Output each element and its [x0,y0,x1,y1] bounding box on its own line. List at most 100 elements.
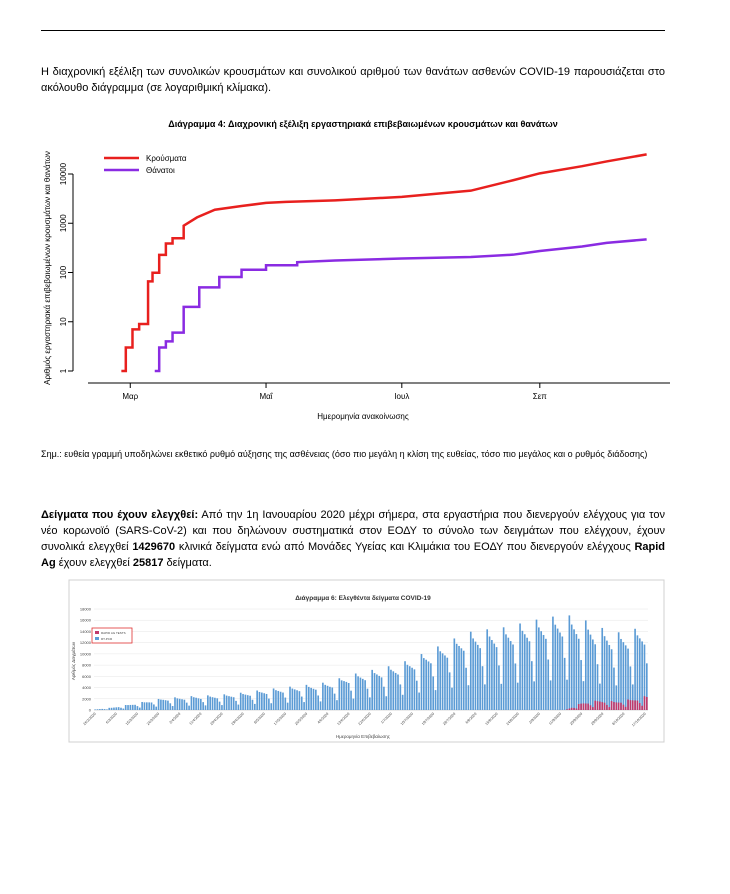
bar-pcr [216,698,219,710]
bar-pcr [472,638,474,710]
bar-pcr [587,629,589,710]
bar-pcr [197,698,200,710]
bar-pcr [331,687,334,710]
bar-pcr [629,666,632,710]
bar-rapid [615,702,618,710]
chart6-frame [68,579,665,743]
bar-pcr [211,697,214,710]
bar-pcr [324,684,327,710]
bar-pcr [303,702,305,710]
bar-pcr [322,682,324,710]
bar-pcr [498,665,500,710]
samples-text-1: Από την 1η Ιανουαρίου 2020 μέχρι σήμερα,… [41,509,665,553]
bar-pcr [474,641,477,710]
bar-pcr [291,688,294,710]
rapid-label: Rapid Ag [41,541,665,569]
bar-pcr [580,660,582,710]
bar-pcr [315,689,317,710]
legend-rapid-label: RAPID AG TESTS [101,631,126,635]
samples-paragraph: Δείγματα που έχουν ελεγχθεί: Από την 1η … [41,507,665,571]
bar-pcr [406,664,409,710]
y-tick-label: 14000 [80,629,92,634]
bar-rapid [606,704,608,710]
bar-rapid [624,706,627,710]
bar-pcr [263,693,266,710]
bar-pcr [641,641,643,710]
bar-pcr [603,636,606,710]
bar-pcr [376,674,378,710]
bar-pcr [420,654,423,710]
bar-pcr [453,638,456,710]
bar-pcr [634,628,636,710]
bar-pcr [261,692,263,710]
bar-pcr [549,680,552,710]
bar-pcr [183,699,186,710]
bar-pcr [345,681,348,710]
bar-pcr [608,644,611,710]
bar-pcr [599,683,601,710]
x-tick-label: 24/3/2020 [146,712,160,726]
bar-pcr [242,694,244,710]
bar-pcr [99,709,101,710]
bar-pcr [94,709,96,710]
bar-pcr [329,686,331,710]
bar-pcr [347,683,350,710]
bar-pcr [305,684,308,710]
bar-pcr [340,680,343,710]
bar-pcr [582,681,585,710]
x-tick-label: Σεπ [533,392,548,401]
bar-pcr [390,669,392,710]
bar-pcr [117,707,120,710]
bar-pcr [606,640,608,710]
bar-pcr [235,700,237,710]
bar-pcr [451,687,453,710]
bar-pcr [589,634,592,710]
bar-pcr [516,682,519,710]
bar-rapid [610,701,613,710]
bar-pcr [486,629,489,710]
bar-pcr [554,624,557,710]
bar-rapid [629,700,632,710]
bar-pcr [124,705,127,710]
bar-rapid [631,700,634,710]
legend-rapid-swatch [95,631,99,634]
bar-pcr [106,709,108,710]
bar-pcr [415,680,418,710]
bar-pcr [270,703,273,710]
bar-pcr [129,704,132,710]
bar-pcr [439,651,442,710]
chart4-title: Διάγραμμα 4: Διαχρονική εξέλιξη εργαστηρ… [168,119,558,129]
bar-pcr [434,690,437,710]
bar-pcr [432,676,435,710]
bar-rapid [641,705,643,710]
bar-pcr [138,707,141,710]
bar-pcr [460,648,463,710]
pcr-total: 1429670 [132,541,176,553]
bar-pcr [289,686,291,710]
bar-pcr [385,696,388,710]
bar-pcr [298,691,301,710]
bar-pcr [448,672,451,710]
bar-rapid [596,701,599,710]
bar-rapid [580,703,582,710]
x-tick-label: 8/5/2020 [253,712,266,725]
bar-pcr [277,690,280,710]
x-tick-label: 2/9/2020 [528,712,541,725]
chart4-ylabel: Αριθμός εργαστηριακά επιβεβαιωμένων κρου… [43,151,52,385]
bar-pcr [446,657,449,710]
bar-pcr [364,680,366,710]
bar-pcr [256,690,258,710]
bar-pcr [631,684,634,710]
bar-pcr [312,688,315,710]
bar-pcr [176,698,179,710]
bar-pcr [228,696,230,710]
bar-pcr [521,630,524,710]
bar-rapid [646,697,648,710]
bar-pcr [296,690,298,710]
bar-pcr [214,697,216,710]
bar-pcr [530,661,533,710]
bar-rapid [573,707,575,710]
bar-pcr [509,641,512,710]
x-tick-label: 22/6/2020 [358,712,372,726]
